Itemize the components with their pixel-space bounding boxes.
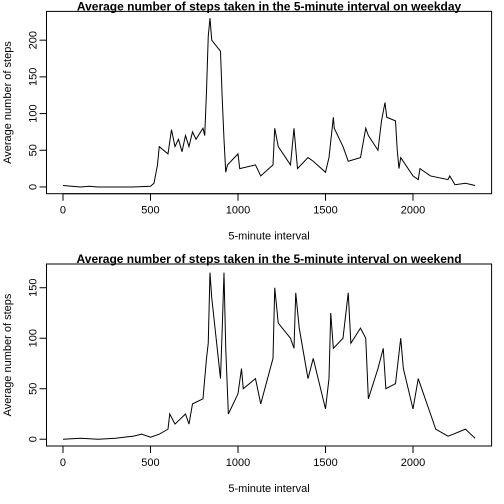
- y-tick-label: 150: [28, 68, 40, 86]
- x-tick-label: 2000: [401, 205, 425, 217]
- chart-title: Average number of steps taken in the 5-m…: [77, 252, 462, 266]
- x-tick-label: 1000: [226, 457, 250, 469]
- y-tick-label: 200: [28, 31, 40, 49]
- data-line: [62, 18, 476, 188]
- y-axis-label: Average number of steps: [2, 41, 14, 164]
- y-tick-label: 0: [28, 184, 40, 190]
- y-tick-label: 150: [28, 279, 40, 297]
- x-tick-label: 1000: [226, 205, 250, 217]
- x-tick-label: 500: [141, 457, 159, 469]
- y-tick-label: 50: [28, 383, 40, 395]
- plot-frame: [46, 10, 493, 195]
- y-tick-label: 0: [28, 436, 40, 442]
- y-tick-label: 50: [28, 144, 40, 156]
- x-tick-label: 1500: [313, 457, 337, 469]
- data-line: [62, 272, 476, 440]
- x-tick-label: 0: [60, 205, 66, 217]
- chart-title: Average number of steps taken in the 5-m…: [77, 0, 462, 13]
- x-axis-label: 5-minute interval: [228, 483, 309, 495]
- y-tick-label: 100: [28, 104, 40, 122]
- x-tick-label: 1500: [313, 205, 337, 217]
- y-axis-label: Average number of steps: [2, 293, 14, 416]
- x-tick-label: 500: [141, 205, 159, 217]
- plot-frame: [46, 263, 493, 447]
- x-tick-label: 2000: [401, 457, 425, 469]
- x-tick-label: 0: [60, 457, 66, 469]
- x-axis-label: 5-minute interval: [228, 231, 309, 243]
- y-tick-label: 100: [28, 329, 40, 347]
